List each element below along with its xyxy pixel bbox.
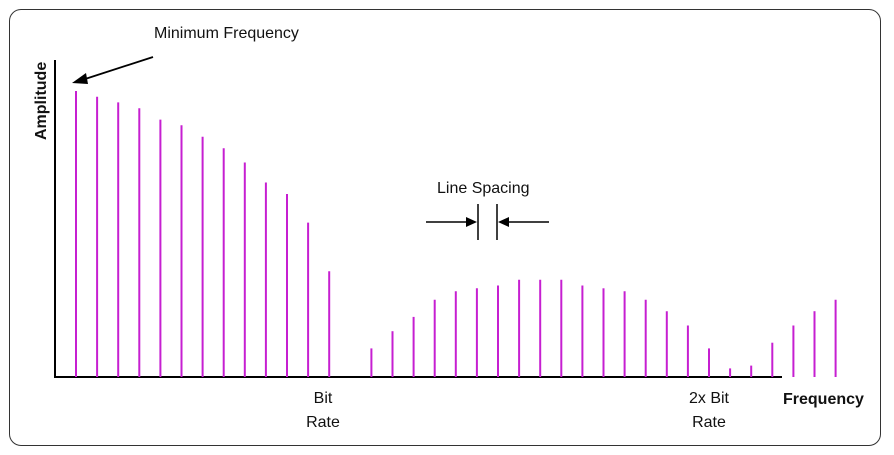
- minimum-frequency-arrow: [81, 56, 154, 81]
- bit-rate-label-line2: Rate: [306, 414, 340, 431]
- minimum-frequency-label: Minimum Frequency: [154, 25, 299, 42]
- two-bit-rate-label-line2: Rate: [692, 414, 726, 431]
- line-spacing-arrowhead-left: [466, 217, 477, 227]
- bit-rate-label-line1: Bit: [314, 390, 333, 407]
- minimum-frequency-arrowhead: [72, 73, 88, 84]
- y-axis-label: Amplitude: [33, 62, 50, 140]
- diagram-frame: [9, 9, 881, 446]
- line-spacing-arrowhead-right: [498, 217, 509, 227]
- line-spacing-label: Line Spacing: [437, 180, 530, 197]
- spectral-lines: [75, 91, 837, 377]
- x-axis-label: Frequency: [783, 391, 864, 408]
- two-bit-rate-label-line1: 2x Bit: [689, 390, 730, 407]
